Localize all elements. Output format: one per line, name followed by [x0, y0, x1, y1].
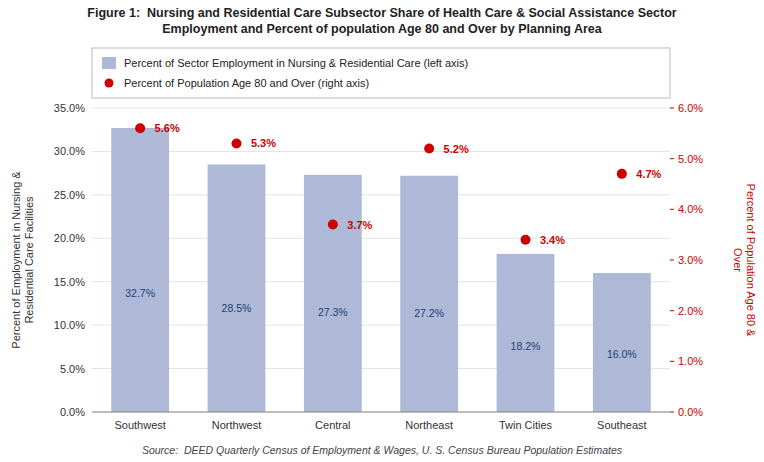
y2-tick — [670, 361, 674, 362]
dot — [328, 220, 338, 230]
bar — [111, 128, 169, 412]
grid-line — [92, 151, 670, 152]
y-axis-label-line: Residential Care Facilities — [23, 196, 35, 324]
dot — [521, 235, 531, 245]
y-axis-label: Percent of Employment in Nursing &Reside… — [10, 171, 35, 349]
grid-line — [92, 325, 670, 326]
x-tick-label: Twin Cities — [499, 419, 553, 431]
bar-label: 27.2% — [414, 307, 444, 319]
y2-tick — [670, 108, 674, 109]
y-tick-label: 15.0% — [54, 276, 85, 288]
y-tick-label: 5.0% — [60, 363, 85, 375]
y2-tick-label: 1.0% — [678, 355, 703, 367]
dot-label: 5.3% — [251, 137, 276, 149]
legend-swatch — [105, 79, 114, 88]
x-tick-label: Northwest — [212, 419, 262, 431]
legend-swatch — [102, 57, 116, 69]
chart: Figure 1: Nursing and Residential Care S… — [0, 0, 764, 462]
grid — [92, 108, 670, 412]
bar-label: 28.5% — [222, 302, 252, 314]
y-tick-label: 0.0% — [60, 406, 85, 418]
dot — [424, 144, 434, 154]
grid-line — [92, 368, 670, 369]
x-axis: Southwest Northwest Central Northeast Twin C… — [114, 419, 646, 431]
y2-axis-label-line: Percent of Population Age 80 & — [745, 184, 757, 338]
legend-entry: Percent of Population Age 80 and Over (r… — [124, 77, 369, 89]
legend: Percent of Sector Employment in Nursing … — [92, 48, 670, 98]
y2-tick-label: 2.0% — [678, 305, 703, 317]
y2-tick — [670, 412, 674, 413]
y2-tick-label: 0.0% — [678, 406, 703, 418]
title: Figure 1: Nursing and Residential Care S… — [87, 6, 676, 36]
title-line: Employment and Percent of population Age… — [162, 22, 602, 36]
grid-line — [92, 194, 670, 195]
y-tick-label: 10.0% — [54, 319, 85, 331]
y-axis-label-line: Percent of Employment in Nursing & — [10, 171, 22, 349]
bar-label: 18.2% — [511, 340, 541, 352]
y2-tick — [670, 209, 674, 210]
grid-line — [92, 108, 670, 109]
dot-label: 4.7% — [636, 168, 661, 180]
dot — [232, 138, 242, 148]
dot — [135, 123, 145, 133]
bar — [497, 254, 555, 412]
grid-line — [92, 281, 670, 282]
y2-tick-label: 5.0% — [678, 153, 703, 165]
legend-box — [92, 48, 670, 98]
dot — [617, 169, 627, 179]
grid-line — [92, 412, 670, 413]
title-line: Figure 1: Nursing and Residential Care S… — [87, 6, 676, 20]
y-tick-label: 30.0% — [54, 145, 85, 157]
x-tick-label: Southeast — [597, 419, 647, 431]
x-axis-line — [92, 412, 670, 413]
x-tick-label: Southwest — [114, 419, 165, 431]
dot-label: 3.7% — [347, 219, 372, 231]
x-tick-label: Central — [315, 419, 350, 431]
bar — [593, 273, 651, 412]
y2-axis-label-line: Over — [732, 248, 744, 272]
dot-label: 3.4% — [540, 234, 565, 246]
dot-label: 5.6% — [155, 122, 180, 134]
legend-entry: Percent of Sector Employment in Nursing … — [124, 57, 468, 69]
y2-tick — [670, 158, 674, 159]
y2-tick-label: 6.0% — [678, 102, 703, 114]
y-axis: 0.0% 5.0% 10.0% 15.0% 20.0% 25.0% 30.0% 35.0% — [54, 102, 85, 418]
y2-tick — [670, 310, 674, 311]
bar — [304, 175, 362, 412]
y2-axis: 0.0% 1.0% 2.0% 3.0% 4.0% 5.0% 6.0% — [670, 102, 703, 418]
dot-label: 5.2% — [444, 143, 469, 155]
background — [0, 0, 764, 462]
y-tick-label: 35.0% — [54, 102, 85, 114]
y-tick-label: 25.0% — [54, 189, 85, 201]
y-tick-label: 20.0% — [54, 232, 85, 244]
bar — [400, 176, 458, 412]
grid-line — [92, 238, 670, 239]
marks — [111, 123, 650, 412]
bar-label: 16.0% — [607, 348, 637, 360]
data-labels: 32.7% 28.5% 27.3% 27.2% 18.2% 16.0% 5.6% 5.3% 3.… — [125, 122, 661, 359]
bar-label: 27.3% — [318, 306, 348, 318]
x-tick-label: Northeast — [405, 419, 453, 431]
y2-tick-label: 3.0% — [678, 254, 703, 266]
y2-tick-label: 4.0% — [678, 203, 703, 215]
y2-tick — [670, 260, 674, 261]
bar — [208, 164, 266, 412]
source: Source: DEED Quarterly Census of Employm… — [142, 444, 623, 456]
bar-label: 32.7% — [125, 287, 155, 299]
y2-axis-label: Percent of Population Age 80 &Over — [732, 184, 757, 338]
